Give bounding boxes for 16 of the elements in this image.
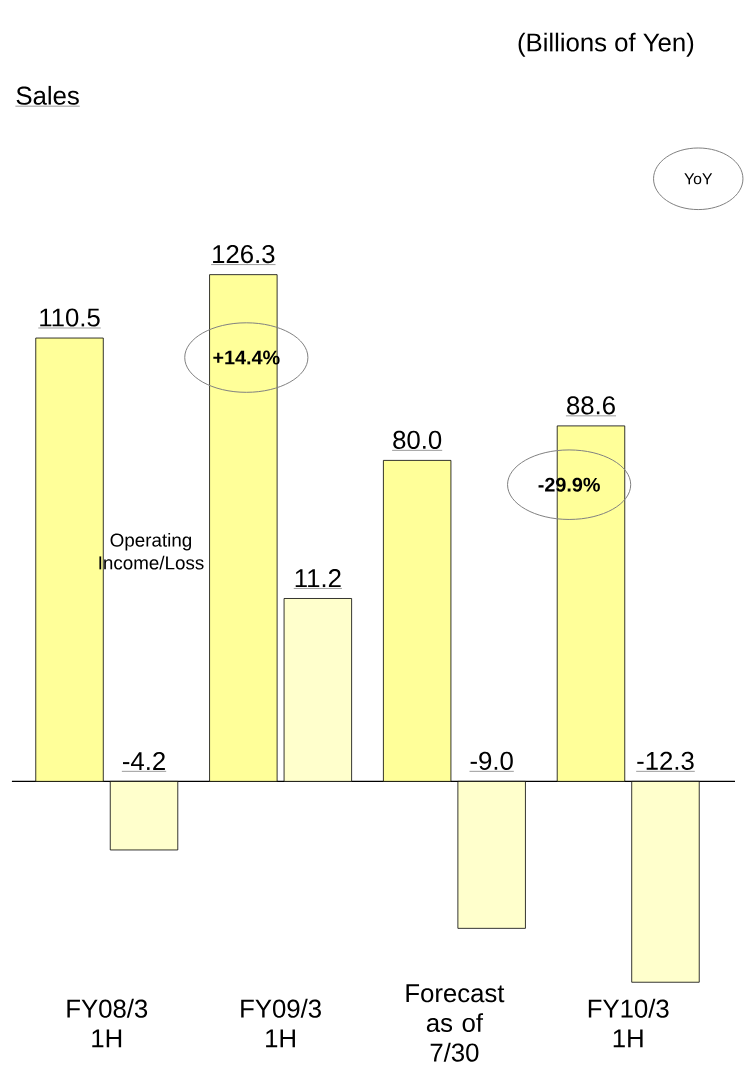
data-label: 110.5 [40,308,100,327]
x-tick-label: FY08/3 1H [67,998,148,1048]
annotation: +14.4% [213,350,280,365]
x-tick-label: FY10/3 1H [588,998,669,1048]
data-label: 88.6 [567,396,615,415]
data-label: 11.2 [295,569,341,588]
data-label: -4.2 [123,751,165,770]
text: YoY [684,173,713,185]
chart-title: Sales [16,85,79,105]
data-label: -9.0 [470,751,513,770]
data-label: -12.3 [637,751,694,770]
data-label: 126.3 [213,244,275,264]
x-tick-label: Forecast as of 7/30 [406,984,505,1062]
data-label: 80.0 [393,430,442,449]
text: (Billions of Yen) [518,32,694,57]
x-tick-label: FY09/3 1H [241,998,322,1048]
